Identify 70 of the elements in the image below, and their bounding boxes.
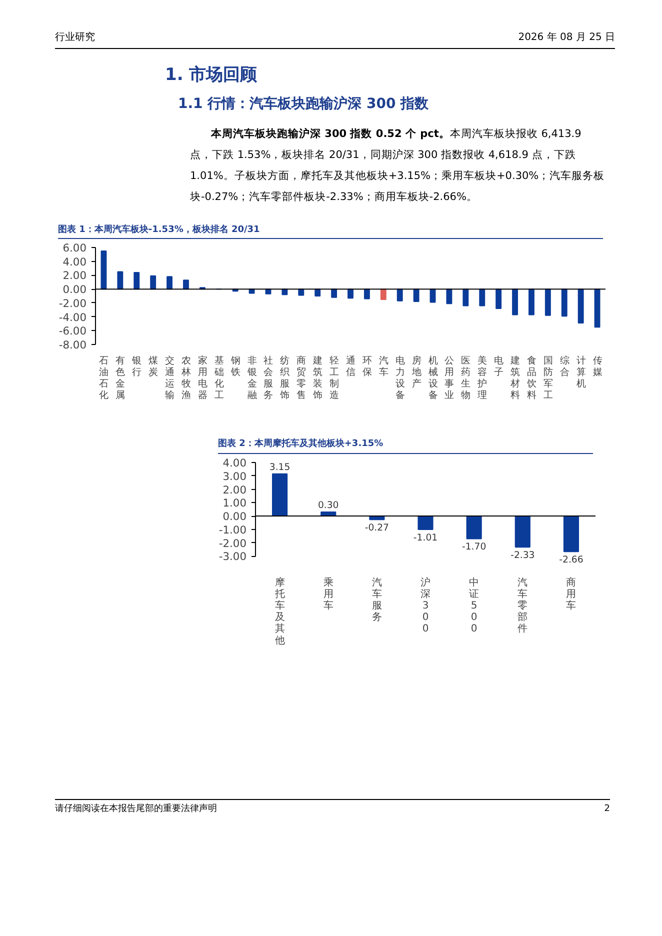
x-tick-label: 环保 [362, 356, 372, 378]
x-tick-label: 房地产 [410, 356, 421, 390]
y-tick-label: 0.00 [62, 283, 87, 296]
x-tick-label: 电力设备 [395, 356, 404, 402]
x-tick-label: 通信 [346, 356, 355, 378]
chart-title: 图表 2：本周摩托车及其他板块+3.15% [218, 438, 593, 454]
x-tick-label: 医药生物 [461, 356, 470, 402]
x-tick-label: 基础化工 [213, 356, 224, 402]
x-tick-label: 非银金融 [246, 356, 256, 402]
chart-title: 图表 1：本周汽车板块-1.53%，板块排名 20/31 [58, 224, 603, 240]
x-tick-label: 国防军工 [543, 356, 552, 402]
y-tick-label: 2.00 [222, 484, 247, 497]
x-tick-label: 食品饮料 [526, 356, 536, 402]
y-tick-label: -4.00 [58, 311, 87, 324]
y-tick-label: 0.00 [222, 510, 247, 524]
x-tick-label: 轻工制造 [330, 356, 339, 402]
x-tick-label: 有色金属 [116, 356, 125, 402]
y-tick-label: -3.00 [218, 550, 247, 564]
y-tick-label: 6.00 [62, 242, 87, 255]
text: 1. 市场回顾 [165, 64, 258, 88]
y-tick-label: 4.00 [62, 256, 87, 269]
text: 2 [604, 803, 610, 816]
x-tick-label: 农林牧渔 [180, 356, 190, 402]
x-tick-label: 煤炭 [148, 356, 158, 378]
x-tick-label: 商贸零售 [296, 356, 306, 402]
y-tick-label: -2.00 [58, 297, 87, 310]
x-tick-label: 美容护理 [476, 356, 487, 402]
text: 1.1 行情：汽车板块跑输沪深 300 指数 [178, 94, 429, 114]
text: 请仔细阅读在本报告尾部的重要法律声明 [55, 803, 217, 816]
y-tick-label: 1.00 [222, 496, 247, 510]
x-tick-label: 汽车服务 [372, 576, 382, 624]
y-tick-label: -2.00 [218, 537, 247, 550]
x-tick-label: 纺织服饰 [279, 356, 290, 402]
x-tick-label: 汽车零部件 [518, 576, 528, 635]
y-tick-label: 2.00 [62, 270, 87, 283]
x-tick-label: 银行 [131, 356, 142, 378]
x-tick-label: 汽车 [378, 356, 388, 378]
x-tick-label: 传媒 [592, 356, 602, 378]
text: 本周汽车板块跑输沪深 300 指数 0.52 个 pct。 [211, 128, 450, 140]
x-tick-label: 建筑装饰 [312, 356, 322, 402]
x-tick-label: 石油石化 [99, 356, 108, 402]
y-tick-label: -1.00 [218, 524, 247, 537]
x-tick-label: 乘用车 [323, 576, 334, 612]
text: 行业研究 [55, 31, 95, 45]
x-tick-label: 社会服务 [264, 356, 273, 402]
data-label: 0.30 [318, 500, 339, 512]
x-tick-label: 钢铁 [230, 356, 240, 378]
x-tick-label: 交通运输 [165, 356, 174, 402]
x-tick-label: 公用事业 [444, 356, 454, 402]
x-tick-label: 摩托车及其他 [274, 576, 285, 646]
x-tick-label: 综合 [560, 356, 569, 378]
data-label: -2.33 [510, 550, 535, 562]
data-label: -1.01 [413, 532, 438, 544]
x-tick-label: 电子 [494, 356, 504, 378]
data-label: 3.15 [269, 462, 290, 474]
x-tick-label: 中证500 [469, 576, 480, 635]
y-tick-label: 3.00 [222, 470, 247, 484]
y-tick-label: -6.00 [58, 325, 87, 338]
data-label: -1.70 [462, 542, 486, 553]
data-label: -2.66 [559, 554, 584, 566]
data-label: -0.27 [364, 522, 390, 534]
y-tick-label: 4.00 [222, 456, 247, 470]
x-tick-label: 机械设备 [428, 356, 438, 402]
x-tick-label: 建筑材料 [510, 356, 520, 402]
y-tick-label: -8.00 [58, 338, 87, 352]
x-tick-label: 商用车 [566, 576, 576, 612]
x-tick-label: 沪深300 [420, 576, 430, 635]
x-tick-label: 计算机 [576, 356, 586, 390]
text: 2026 年 08 月 25 日 [518, 31, 615, 45]
x-tick-label: 家用电器 [198, 356, 207, 402]
